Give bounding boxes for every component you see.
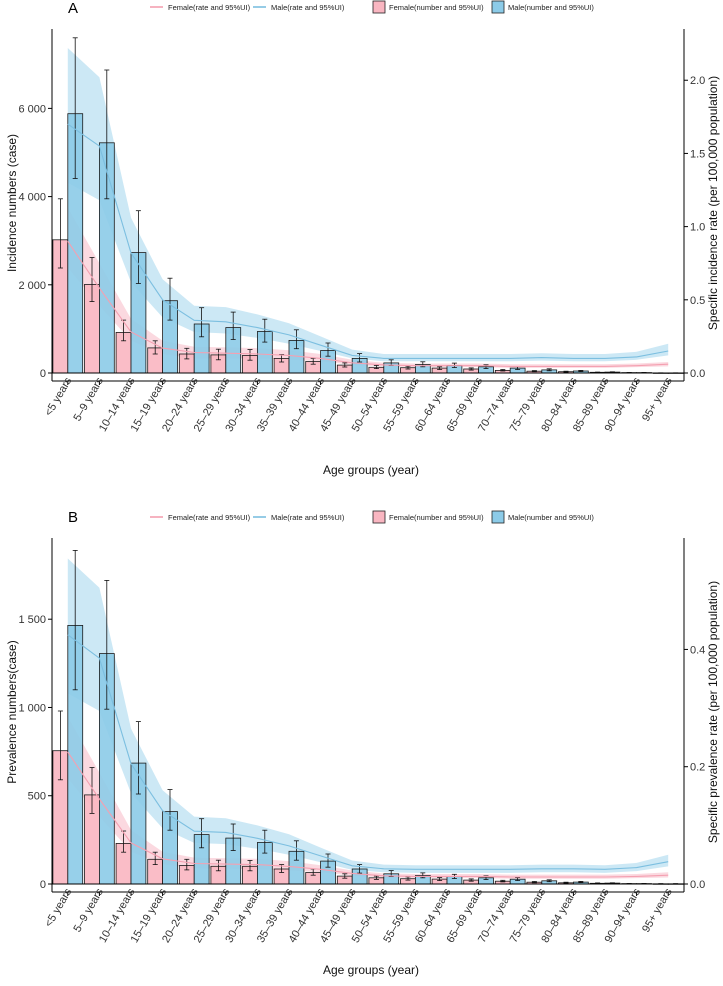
y-right-tick-label: 1.5 [690,148,705,160]
male-rate-band [67,48,669,362]
male-rate-line [67,634,669,870]
rate-lines [67,634,669,878]
legend-male-number-label: Male(number and 95%UI) [508,3,594,12]
panel-b: B Female(rate and 95%UI) Male(rate and 95… [5,509,720,977]
legend: Female(rate and 95%UI) Male(rate and 95%U… [150,0,594,14]
y-axis-title-left: Prevalence numbers(case) [5,640,19,783]
panel-letter: B [68,509,78,526]
y-axis-title-left: Incidence numbers (case) [5,134,19,272]
legend-female-number-label: Female(number and 95%UI) [389,513,484,522]
rate-lines [67,123,669,367]
bars [52,37,684,374]
legend-male-number-swatch [491,510,505,524]
rate-bands [67,558,669,879]
y-left-tick-label: 500 [28,791,46,803]
legend-male-rate-label: Male(rate and 95%UI) [271,3,345,12]
legend-female-rate-label: Female(rate and 95%UI) [168,513,251,522]
x-tick-label: 95+ years [640,886,675,935]
x-axis-title: Age groups (year) [323,963,419,977]
y-right-tick-label: 1.0 [690,222,705,234]
y-left-tick-label: 0 [40,879,46,891]
y-axis-title-right: Specific prevalence rate (per 100,000 po… [706,581,720,843]
panel-a: A Female(rate and 95%UI) Male(rate and 95… [5,0,720,477]
y-left-tick-label: 2 000 [18,280,46,292]
y-left-tick-label: 6 000 [18,103,46,115]
female-rate-line [67,751,669,878]
legend-male-number-swatch [491,0,505,14]
male-rate-band [67,558,669,873]
x-tick-label: 5–9 years [71,886,106,934]
x-tick-label: 95+ years [640,375,675,424]
legend-female-number-swatch [372,510,386,524]
legend-male-rate-label: Male(rate and 95%UI) [271,513,345,522]
legend-female-rate-label: Female(rate and 95%UI) [168,3,251,12]
rate-bands [67,48,669,368]
legend: Female(rate and 95%UI) Male(rate and 95%U… [150,510,594,524]
legend-female-number-swatch [372,0,386,14]
y-axis-title-right: Specific incidence rate (per 100,000 pop… [706,76,720,330]
panel-letter: A [68,0,78,17]
female-rate-line [67,240,669,367]
y-right-tick-label: 0.5 [690,295,705,307]
y-left-tick-label: 1 500 [18,614,46,626]
y-right-tick-label: 2.0 [690,75,705,87]
legend-female-number-label: Female(number and 95%UI) [389,3,484,12]
y-right-tick-label: 0.0 [690,879,705,891]
x-axis-title: Age groups (year) [323,463,419,477]
x-tick-label: 5–9 years [71,375,106,423]
y-right-tick-label: 0.4 [690,644,705,656]
y-right-tick-label: 0.2 [690,762,705,774]
x-tick-label: <5 years [43,886,75,929]
x-tick-label: <5 years [43,375,75,418]
y-left-tick-label: 4 000 [18,192,46,204]
y-left-tick-label: 0 [40,368,46,380]
y-left-tick-label: 1 000 [18,702,46,714]
legend-male-number-label: Male(number and 95%UI) [508,513,594,522]
male-rate-line [67,123,669,359]
y-right-tick-label: 0.0 [690,368,705,380]
bars [52,550,684,885]
